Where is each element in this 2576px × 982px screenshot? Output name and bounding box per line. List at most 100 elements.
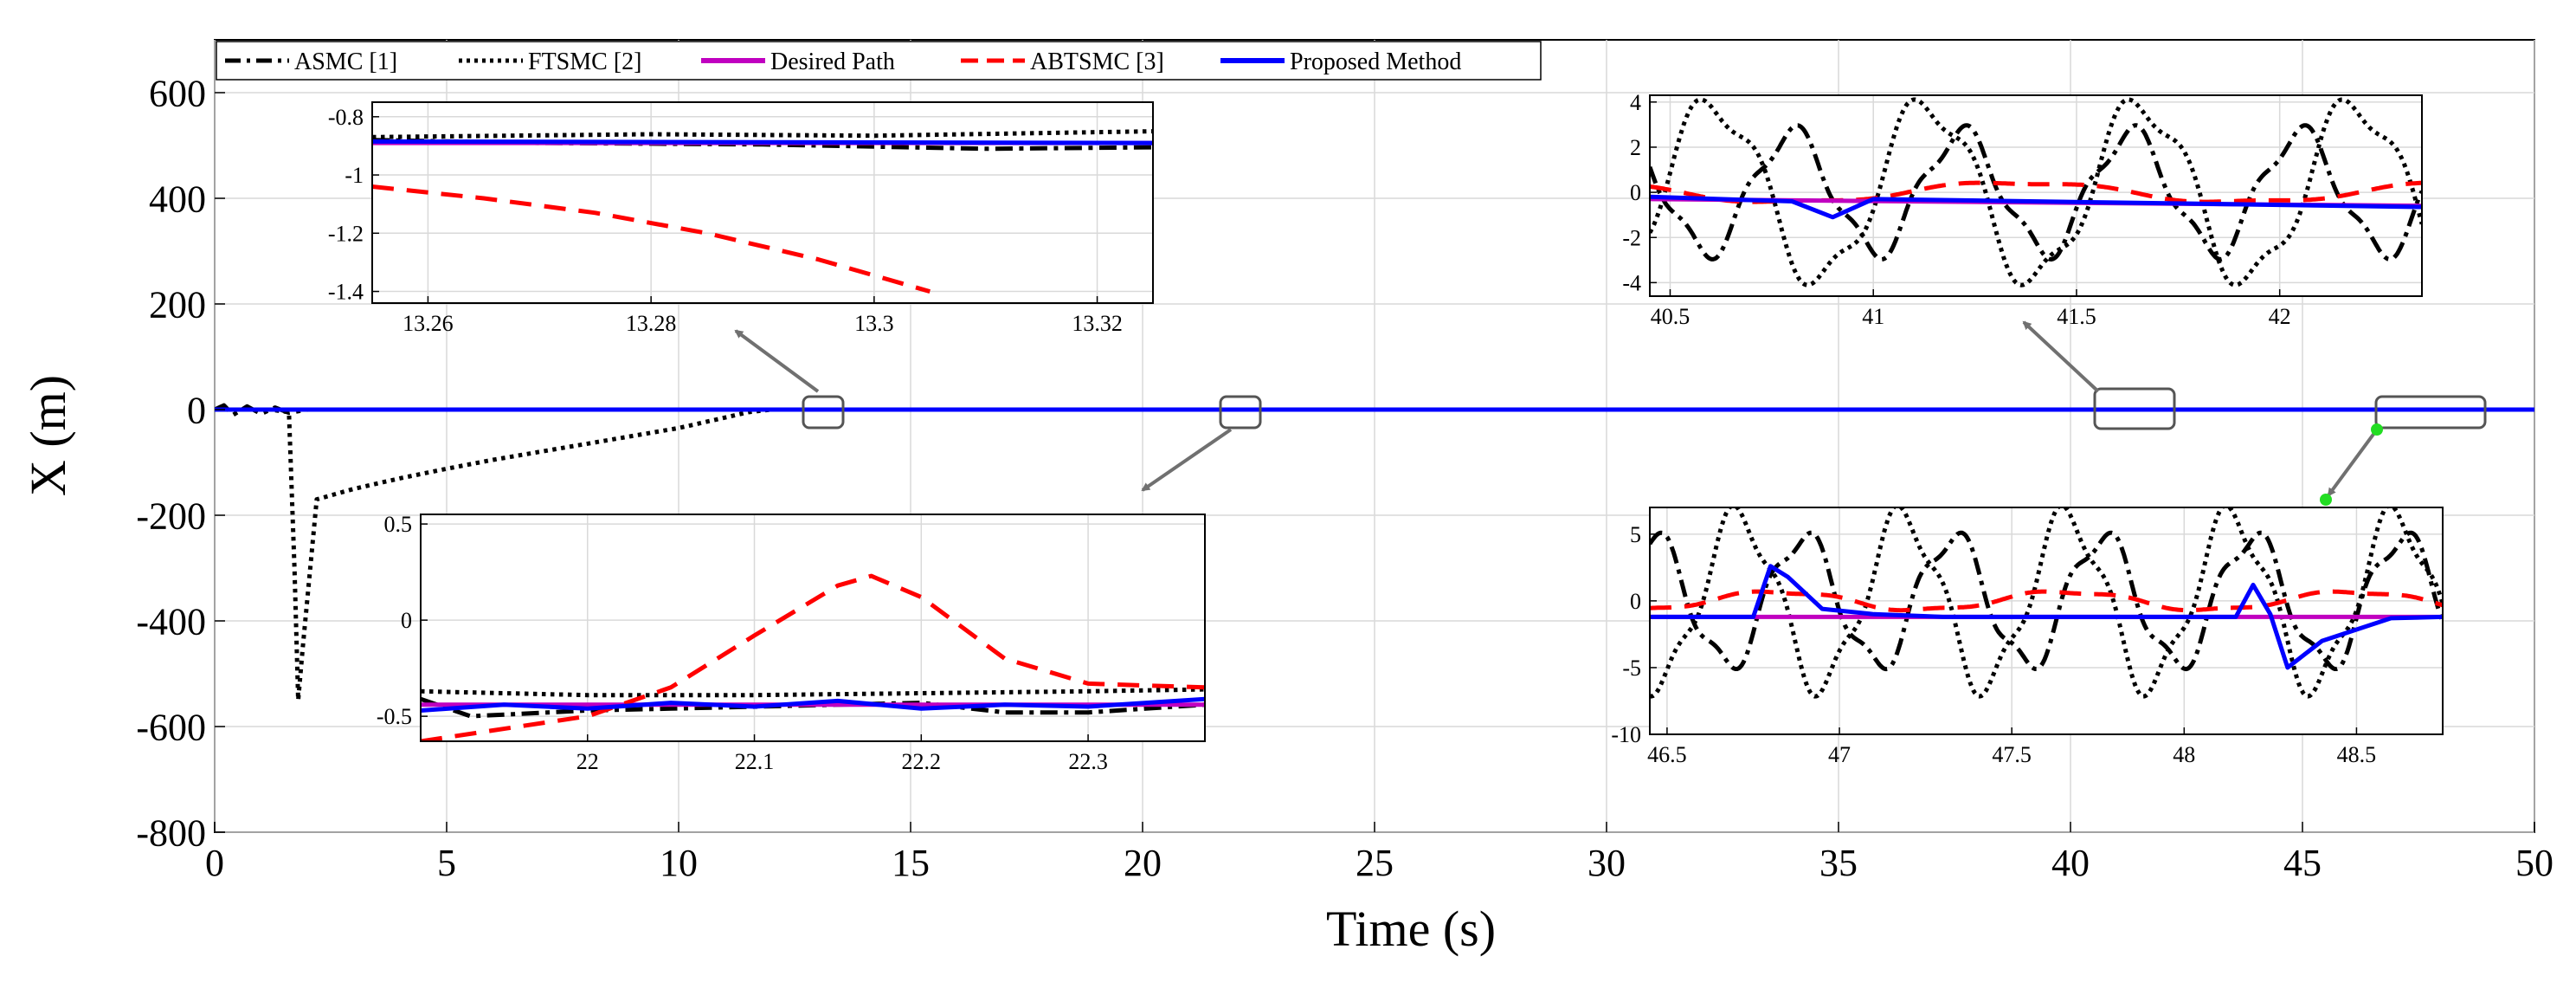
y-tick-label: 4 (1630, 90, 1641, 115)
y-tick-label: -800 (136, 811, 206, 854)
inset1-series-proposed-method (372, 139, 1153, 145)
y-tick-label: 0 (1630, 589, 1641, 614)
y-tick-label: -1.4 (328, 280, 364, 305)
x-tick-label: 40.5 (1651, 304, 1690, 329)
x-tick-label: 41.5 (2057, 304, 2096, 329)
zoom-arrow-4 (2327, 428, 2379, 497)
inset1-series-abtsmc (372, 184, 931, 294)
x-tick-label: 13.3 (854, 311, 894, 336)
x-tick-label: 46.5 (1647, 742, 1687, 767)
y-tick-label: -1 (345, 163, 364, 188)
zoom-rect-1 (802, 395, 845, 430)
y-tick-label: -0.8 (328, 105, 364, 130)
inset3-series-asmc (1650, 123, 2422, 262)
inset3-series-abtsmc (1650, 180, 2422, 204)
x-tick-label: 10 (660, 842, 698, 884)
x-tick-label: 42 (2269, 304, 2291, 329)
arrow-start-marker (2371, 423, 2383, 436)
inset4-border (1649, 507, 2444, 735)
zoom-arrow-3 (2022, 320, 2100, 393)
y-tick-label: -400 (136, 600, 206, 643)
y-tick-label: -600 (136, 706, 206, 748)
inset2-series-proposed-method (421, 696, 1205, 713)
inset1-border (371, 101, 1154, 304)
main-plot-lines (215, 403, 2534, 702)
y-tick-label: 0 (401, 608, 412, 633)
y-tick-label: -10 (1611, 722, 1641, 747)
inset3-border (1649, 94, 2423, 297)
legend-label-asmc: ASMC [1] (294, 48, 397, 75)
legend-label-desired: Desired Path (770, 48, 895, 75)
y-tick-label: 600 (149, 72, 206, 114)
y-tick-label: 0 (187, 389, 206, 431)
y-tick-label: 2 (1630, 135, 1641, 160)
arrow-end-marker (2320, 494, 2332, 506)
inset-4-frame (1649, 507, 2444, 735)
x-tick-label: 35 (1819, 842, 1858, 884)
x-tick-label: 22.1 (735, 749, 775, 774)
legend-label-proposed: Proposed Method (1290, 48, 1461, 75)
x-tick-label: 48 (2173, 742, 2195, 767)
main-tick-labels: 0 5 10 15 20 25 30 35 40 45 50-800-600-400-2000200… (136, 72, 2553, 884)
y-tick-label: 0.5 (384, 512, 413, 537)
x-tick-label: 0 (205, 842, 224, 884)
zoom-arrow-1 (734, 329, 820, 393)
x-tick-label: 15 (892, 842, 930, 884)
legend: ASMC [1] FTSMC [2] Desired Path ABTSMC [… (216, 41, 1542, 81)
y-tick-label: -200 (136, 494, 206, 537)
inset-zoom-1: 13.26 13.28 13.3 13.32 -0.8 -1 -1.2 -1.4 (328, 101, 1154, 336)
inset3-series-ftsmc (1650, 97, 2422, 287)
inset-zoom-4: 46.5 47 47.5 48 48.5 5 0 -5 -10 (1611, 507, 2444, 767)
x-tick-label: 41 (1862, 304, 1884, 329)
inset4-series-ftsmc (1650, 507, 2443, 699)
inset2-border (420, 514, 1206, 742)
x-tick-label: 30 (1587, 842, 1626, 884)
inset1-series-ftsmc (372, 129, 1153, 139)
inset-3-frame (1649, 94, 2423, 297)
inset-zoom-2: 22 22.1 22.2 22.3 0.5 0 -0.5 (377, 512, 1206, 774)
y-tick-label: 5 (1630, 522, 1641, 547)
inset4-series-proposed-method (1650, 564, 2443, 670)
x-tick-label: 48.5 (2337, 742, 2377, 767)
zoom-rect-2 (1219, 395, 1262, 430)
inset3-series-proposed-method (1650, 194, 2422, 220)
x-tick-label: 25 (1356, 842, 1394, 884)
x-tick-label: 13.28 (626, 311, 677, 336)
legend-label-ftsmc: FTSMC [2] (528, 48, 641, 75)
x-tick-label: 22 (576, 749, 599, 774)
x-tick-label: 13.32 (1072, 311, 1123, 336)
y-tick-label: 0 (1630, 180, 1641, 205)
y-tick-label: -4 (1622, 270, 1641, 295)
legend-box (216, 41, 1542, 81)
y-tick-label: -2 (1622, 225, 1641, 250)
y-tick-label: -5 (1622, 656, 1641, 681)
inset2-series-abtsmc (421, 573, 1205, 741)
inset4-series-abtsmc (1650, 589, 2443, 613)
y-tick-label: -1.2 (328, 221, 364, 246)
x-tick-label: 22.2 (902, 749, 942, 774)
main-series-ftsmc (215, 407, 2534, 702)
x-tick-label: 40 (2051, 842, 2090, 884)
y-tick-label: 400 (149, 178, 206, 220)
inset4-series-asmc (1650, 530, 2443, 672)
x-tick-label: 5 (437, 842, 456, 884)
y-axis-label: X (m) (20, 375, 76, 496)
inset2-series-ftsmc (421, 687, 1205, 698)
x-tick-label: 45 (2283, 842, 2322, 884)
inset-1-frame (371, 101, 1154, 304)
x-tick-label: 47 (1828, 742, 1851, 767)
x-axis-label: Time (s) (1326, 901, 1496, 957)
x-tick-label: 22.3 (1068, 749, 1108, 774)
zoom-rect-3 (2093, 387, 2176, 430)
legend-label-abtsmc: ABTSMC [3] (1030, 48, 1164, 75)
x-tick-label: 13.26 (402, 311, 454, 336)
x-tick-label: 47.5 (1992, 742, 2032, 767)
x-tick-label: 20 (1124, 842, 1162, 884)
zoom-rect-4 (2374, 395, 2487, 430)
x-tick-label: 50 (2515, 842, 2553, 884)
zoom-arrow-2 (1141, 428, 1233, 492)
y-tick-label: -0.5 (377, 704, 412, 729)
y-tick-label: 200 (149, 283, 206, 326)
